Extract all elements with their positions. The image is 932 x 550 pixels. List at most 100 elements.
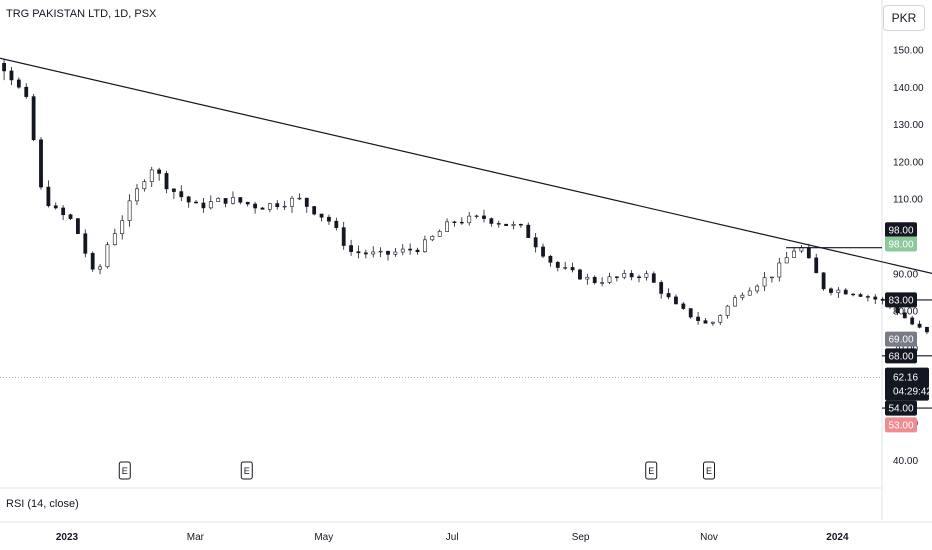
target-price-tag xyxy=(885,222,917,238)
candle-body xyxy=(142,181,147,190)
candle-body xyxy=(747,290,752,296)
candle-body xyxy=(120,220,125,234)
candle-body xyxy=(910,317,915,325)
candle-body xyxy=(290,197,294,207)
level-83-tag-label: 83.00 xyxy=(888,295,913,306)
target-price-tag-label: 98.00 xyxy=(888,225,913,236)
candle-body xyxy=(784,257,789,264)
stop-box-tag xyxy=(885,417,917,433)
candle-body xyxy=(821,272,826,290)
candle-body xyxy=(39,139,43,188)
candle-body xyxy=(127,200,132,221)
candle-body xyxy=(718,315,723,323)
price-tags: 98.00 98.00 83.00 69.00 68.00 54.00 53.00 62.16… xyxy=(885,222,932,433)
candle-body xyxy=(68,214,73,219)
candle-body xyxy=(555,262,560,268)
candle-body xyxy=(327,216,331,222)
candles xyxy=(2,59,929,335)
candle-body xyxy=(762,277,767,287)
candle-body xyxy=(46,186,51,207)
candle-body xyxy=(201,202,206,209)
candle-body xyxy=(400,248,405,253)
candle-body xyxy=(231,197,235,204)
currency-selector[interactable]: PKR xyxy=(883,5,925,31)
candle-body xyxy=(917,323,922,328)
candle-body xyxy=(445,221,449,232)
candle-body xyxy=(659,282,664,294)
price-tick-label: 80.00 xyxy=(893,307,918,318)
stop-price-tag xyxy=(885,400,917,416)
candle-body xyxy=(393,251,398,255)
candle-body xyxy=(371,251,376,255)
candle-body xyxy=(24,86,29,97)
candle-body xyxy=(194,201,198,204)
candle-body xyxy=(312,206,317,215)
candle-body xyxy=(651,273,656,283)
candle-body xyxy=(275,203,280,208)
candle-body xyxy=(363,252,368,255)
candle-body xyxy=(149,169,154,182)
candle-body xyxy=(740,294,745,299)
candle-body xyxy=(61,207,66,216)
candle-body xyxy=(504,223,509,226)
candle-body xyxy=(267,203,272,210)
candle-body xyxy=(112,233,117,246)
candle-body xyxy=(459,221,464,224)
entry-price-tag xyxy=(885,348,917,364)
earnings-marker-label: E xyxy=(244,466,250,476)
time-tick-label: Sep xyxy=(572,532,590,543)
time-tick-label: Nov xyxy=(700,532,718,543)
candle-body xyxy=(548,255,553,263)
candle-body xyxy=(578,269,582,280)
price-tick-label: 130.00 xyxy=(893,120,924,131)
candle-body xyxy=(157,169,162,174)
candle-body xyxy=(829,288,833,293)
earnings-markers: EEEEEEEE xyxy=(118,461,715,480)
candle-body xyxy=(814,257,819,274)
last-price-value: 62.16 xyxy=(893,373,918,384)
candle-body xyxy=(304,197,309,207)
price-tick-label: 40.00 xyxy=(893,456,918,467)
entry-price-tag-label: 68.00 xyxy=(888,351,913,362)
candle-body xyxy=(607,276,612,283)
rsi-indicator-label[interactable]: RSI (14, close) xyxy=(6,498,79,510)
candle-body xyxy=(843,289,848,295)
candle-body xyxy=(9,70,14,81)
candle-body xyxy=(710,321,715,324)
level-83-tag xyxy=(885,292,917,308)
candle-body xyxy=(171,188,176,192)
candle-body xyxy=(614,276,619,278)
candle-body xyxy=(2,62,6,72)
candle-body xyxy=(526,224,531,238)
candle-body xyxy=(356,251,361,254)
candle-body xyxy=(208,201,213,209)
candle-body xyxy=(98,266,102,270)
candle-body xyxy=(467,215,472,224)
candle-body xyxy=(674,296,678,305)
candle-body xyxy=(511,223,516,226)
candle-body xyxy=(16,79,21,88)
candle-body xyxy=(408,248,413,251)
candle-body xyxy=(179,191,184,198)
drawing-lines xyxy=(0,57,932,409)
price-tick-label: 150.00 xyxy=(893,46,924,57)
time-tick-label: 2024 xyxy=(826,532,849,543)
candle-body xyxy=(482,215,486,219)
candle-body xyxy=(518,223,523,226)
candle-body xyxy=(474,215,479,218)
candle-body xyxy=(755,285,760,292)
candle-body xyxy=(637,276,641,279)
candle-body xyxy=(681,303,686,309)
bar-countdown: 04:29:42 xyxy=(893,387,932,398)
candle-body xyxy=(902,312,907,319)
time-tick-label: 2023 xyxy=(56,532,79,543)
candle-body xyxy=(378,250,383,253)
stop-price-tag-label: 54.00 xyxy=(888,404,913,415)
candle-body xyxy=(696,316,700,321)
candle-body xyxy=(164,173,169,190)
candle-body xyxy=(334,220,339,228)
time-tick-label: Jul xyxy=(446,532,459,543)
candle-body xyxy=(31,96,36,141)
candle-body xyxy=(186,196,191,203)
